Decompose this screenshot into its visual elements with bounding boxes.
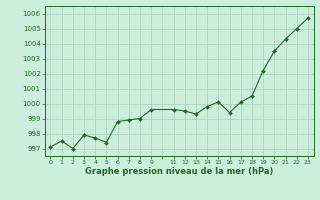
X-axis label: Graphe pression niveau de la mer (hPa): Graphe pression niveau de la mer (hPa) (85, 167, 273, 176)
